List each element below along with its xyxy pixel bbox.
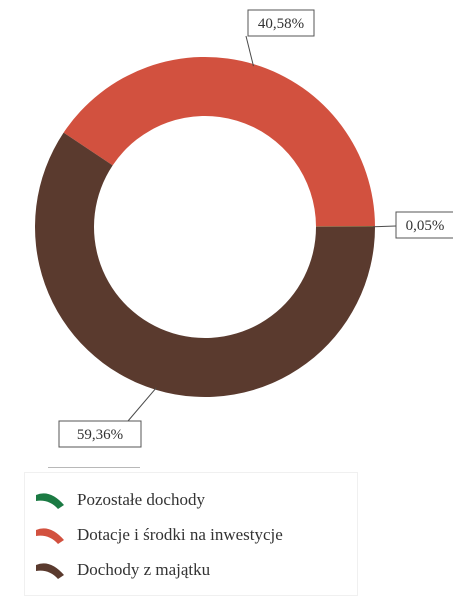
legend-swatch-dotacje [36,528,64,544]
label-leader-line [245,35,254,67]
chart-legend: Pozostałe dochody Dotacje i środki na in… [24,472,358,596]
legend-label-majatek: Dochody z majątku [77,560,211,579]
legend-label-dotacje: Dotacje i środki na inwestycje [77,525,283,544]
donut-chart-svg: 40,58% 0,05% 59,36% [35,9,453,448]
legend-swatch-shape [36,528,64,544]
legend-swatch-majatek [36,563,64,579]
label-leader-line [127,387,157,422]
data-label-box [395,211,453,239]
donut-slice [63,56,375,227]
data-label-box [247,9,315,37]
data-label: 40,58% [258,16,304,32]
legend-label-pozostale: Pozostałe dochody [77,490,205,509]
donut-slice [35,132,375,398]
legend-divider [48,467,140,468]
legend-item-pozostale: Pozostałe dochody [35,487,205,513]
donut-chart: 40,58% 0,05% 59,36% [35,9,453,448]
legend-item-dotacje: Dotacje i środki na inwestycje [35,522,283,548]
legend-swatch-shape [36,563,64,579]
legend-swatch-shape [36,493,64,509]
label-leader-line [372,225,397,228]
data-label: 59,36% [77,427,123,443]
donut-slice [315,226,375,227]
legend-item-majatek: Dochody z majątku [35,557,210,583]
legend-swatch-pozostale [36,493,64,509]
data-label-box [58,420,142,448]
data-label: 0,05% [406,218,445,234]
